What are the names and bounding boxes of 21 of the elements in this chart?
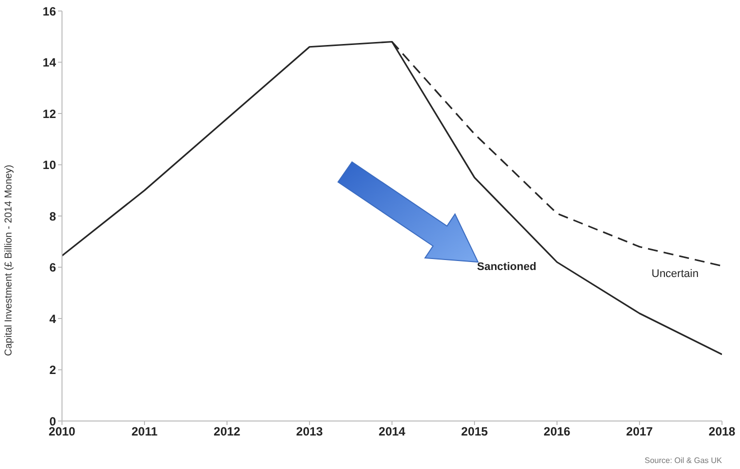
x-tick-label: 2017 bbox=[626, 424, 654, 439]
series-label: Sanctioned bbox=[477, 261, 536, 274]
x-tick-label: 2011 bbox=[131, 424, 158, 439]
x-tick-label: 2014 bbox=[378, 424, 406, 439]
y-tick-label: 16 bbox=[42, 4, 56, 18]
y-tick-label: 6 bbox=[49, 260, 56, 275]
source-note: Source: Oil & Gas UK bbox=[644, 456, 722, 465]
x-tick-label: 2018 bbox=[708, 424, 736, 439]
y-tick-label: 12 bbox=[42, 106, 56, 121]
x-tick-label: 2013 bbox=[296, 424, 324, 439]
x-tick-label: 2016 bbox=[544, 424, 571, 439]
x-tick-label: 2015 bbox=[461, 424, 488, 439]
line-series bbox=[62, 40, 722, 356]
y-tick-label: 4 bbox=[49, 312, 56, 326]
y-tick-label: 8 bbox=[49, 209, 56, 224]
x-tick-label: 2012 bbox=[214, 424, 241, 439]
y-axis-title: Capital Investment (£ Billion - 2014 Money) bbox=[4, 164, 15, 356]
series-label: Uncertain bbox=[652, 268, 699, 280]
y-tick-label: 14 bbox=[42, 56, 56, 70]
y-tick-label: 10 bbox=[42, 158, 56, 172]
y-tick-label: 2 bbox=[49, 363, 56, 378]
